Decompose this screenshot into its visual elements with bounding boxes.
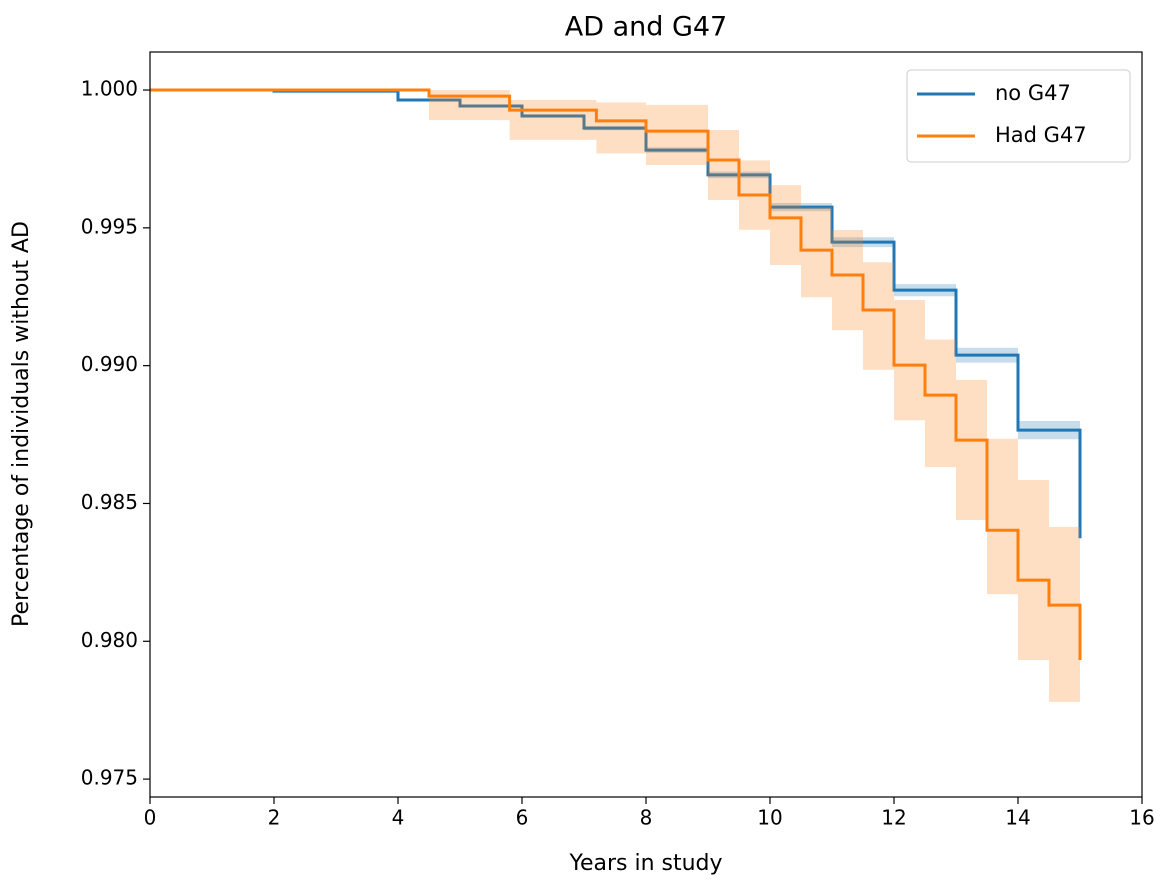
x-tick-label: 2 [268, 806, 281, 830]
y-tick-label: 0.975 [81, 766, 138, 790]
y-tick-label: 0.985 [81, 490, 138, 514]
x-tick-label: 10 [757, 806, 782, 830]
x-tick-label: 12 [881, 806, 906, 830]
chart-title: AD and G47 [565, 12, 728, 43]
x-tick-label: 6 [516, 806, 529, 830]
x-tick-label: 16 [1129, 806, 1154, 830]
confidence-band [150, 90, 1080, 762]
survival-line [150, 88, 1082, 539]
survival-line [150, 88, 1082, 661]
y-tick-label: 0.995 [81, 214, 138, 238]
x-tick-label: 0 [144, 806, 157, 830]
x-tick-label: 14 [1005, 806, 1030, 830]
x-tick-label: 8 [640, 806, 653, 830]
y-tick-label: 0.990 [81, 352, 138, 376]
y-tick-label: 1.000 [81, 77, 138, 101]
x-tick-label: 4 [392, 806, 405, 830]
y-tick-label: 0.980 [81, 628, 138, 652]
y-axis-label: Percentage of individuals without AD [9, 221, 34, 627]
x-axis-label: Years in study [568, 851, 722, 876]
plot-frame [149, 51, 1143, 798]
legend-label: Had G47 [995, 123, 1087, 147]
legend-label: no G47 [995, 81, 1071, 105]
